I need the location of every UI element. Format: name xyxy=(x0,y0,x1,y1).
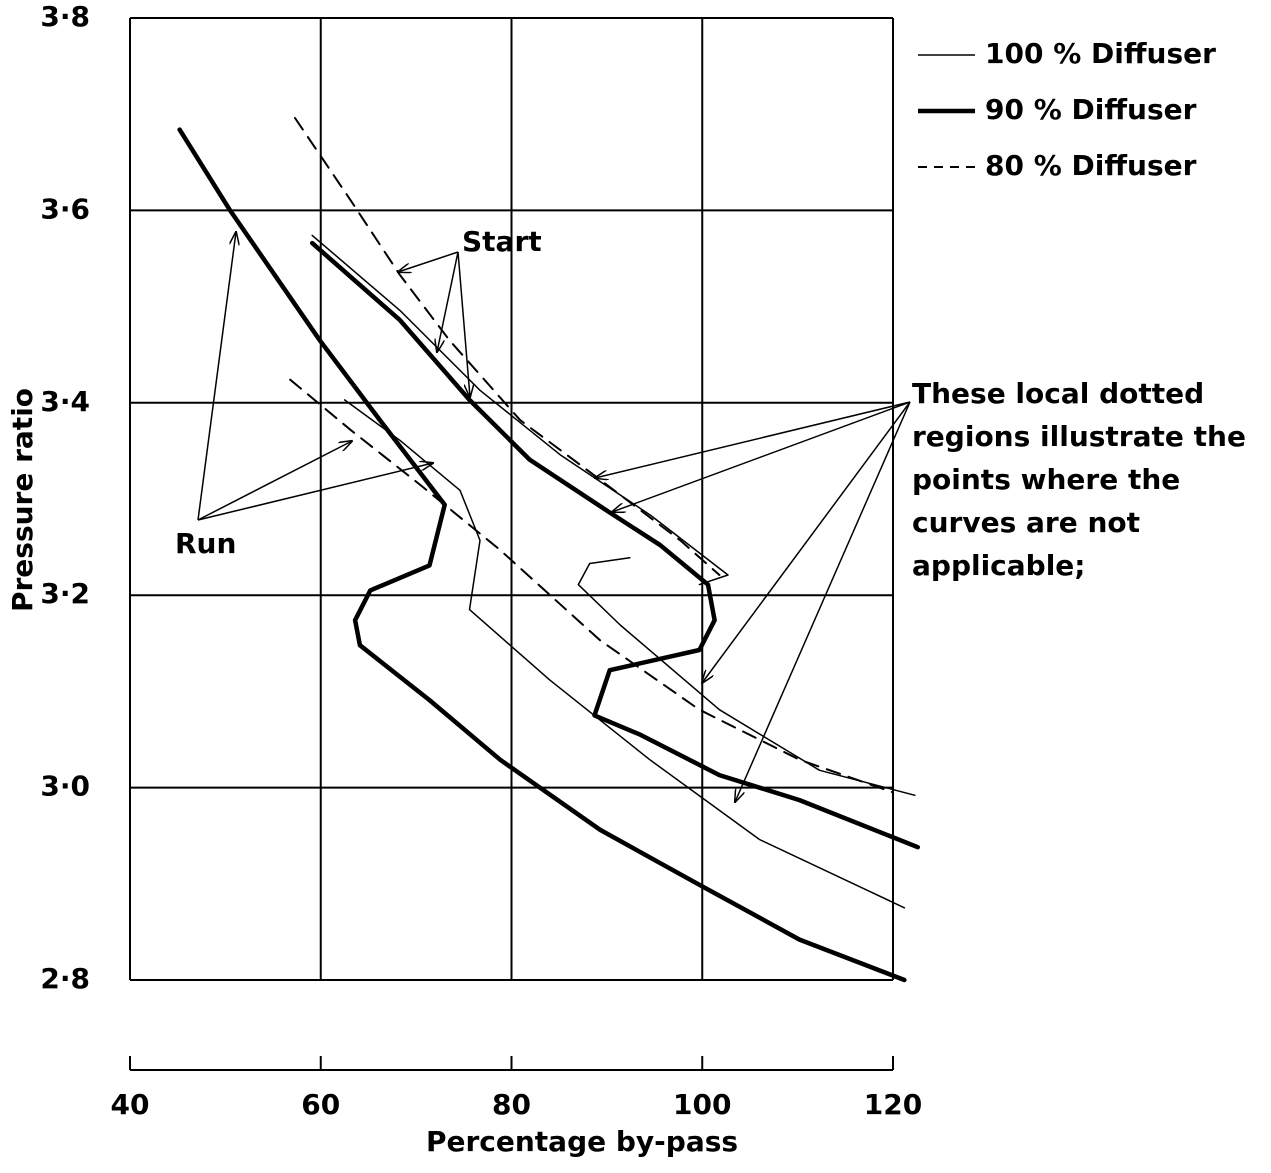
annotation: curves are not xyxy=(912,506,1140,539)
series-line xyxy=(289,117,894,794)
x-tick-label: 40 xyxy=(111,1088,150,1121)
legend-label: 80 % Diffuser xyxy=(985,149,1197,182)
series-line xyxy=(177,127,921,983)
annotation: Run xyxy=(175,527,236,560)
series-line xyxy=(311,234,916,909)
annotation: These local dotted xyxy=(912,377,1204,410)
annotation: Start xyxy=(462,225,542,258)
annotation: applicable; xyxy=(912,549,1086,582)
x-tick-label: 60 xyxy=(301,1088,340,1121)
y-tick-label: 3·4 xyxy=(40,385,90,418)
x-tick-label: 80 xyxy=(492,1088,531,1121)
y-tick-label: 2·8 xyxy=(40,962,90,995)
x-axis-label: Percentage by-pass xyxy=(426,1125,738,1158)
annotation-arrows xyxy=(197,232,911,802)
y-tick-label: 3·2 xyxy=(40,577,90,610)
annotation: regions illustrate the xyxy=(912,420,1246,453)
y-tick-label: 3·8 xyxy=(40,0,90,33)
y-axis-label: Pressure ratio xyxy=(6,388,39,612)
y-tick-label: 3·6 xyxy=(40,192,90,225)
legend-label: 90 % Diffuser xyxy=(985,93,1197,126)
legend-label: 100 % Diffuser xyxy=(985,37,1216,70)
x-tick-label: 120 xyxy=(864,1088,922,1121)
x-tick-label: 100 xyxy=(673,1088,731,1121)
annotation: points where the xyxy=(912,463,1180,496)
y-tick-label: 3·0 xyxy=(40,770,90,803)
